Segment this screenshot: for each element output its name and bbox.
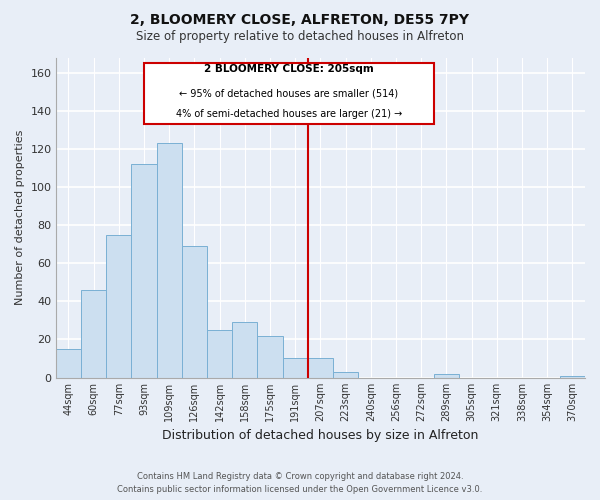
Text: 4% of semi-detached houses are larger (21) →: 4% of semi-detached houses are larger (2…: [176, 109, 402, 119]
FancyBboxPatch shape: [144, 63, 434, 124]
Bar: [207, 330, 232, 378]
Bar: [131, 164, 157, 378]
Bar: [333, 372, 358, 378]
Bar: [182, 246, 207, 378]
Text: Size of property relative to detached houses in Alfreton: Size of property relative to detached ho…: [136, 30, 464, 43]
X-axis label: Distribution of detached houses by size in Alfreton: Distribution of detached houses by size …: [162, 430, 479, 442]
Bar: [560, 376, 585, 378]
Text: Contains HM Land Registry data © Crown copyright and database right 2024.
Contai: Contains HM Land Registry data © Crown c…: [118, 472, 482, 494]
Bar: [308, 358, 333, 378]
Y-axis label: Number of detached properties: Number of detached properties: [15, 130, 25, 305]
Text: ← 95% of detached houses are smaller (514): ← 95% of detached houses are smaller (51…: [179, 88, 398, 99]
Bar: [232, 322, 257, 378]
Bar: [257, 336, 283, 378]
Text: 2, BLOOMERY CLOSE, ALFRETON, DE55 7PY: 2, BLOOMERY CLOSE, ALFRETON, DE55 7PY: [131, 12, 470, 26]
Bar: [434, 374, 459, 378]
Bar: [81, 290, 106, 378]
Bar: [157, 143, 182, 378]
Bar: [106, 234, 131, 378]
Bar: [56, 349, 81, 378]
Bar: [283, 358, 308, 378]
Text: 2 BLOOMERY CLOSE: 205sqm: 2 BLOOMERY CLOSE: 205sqm: [204, 64, 374, 74]
